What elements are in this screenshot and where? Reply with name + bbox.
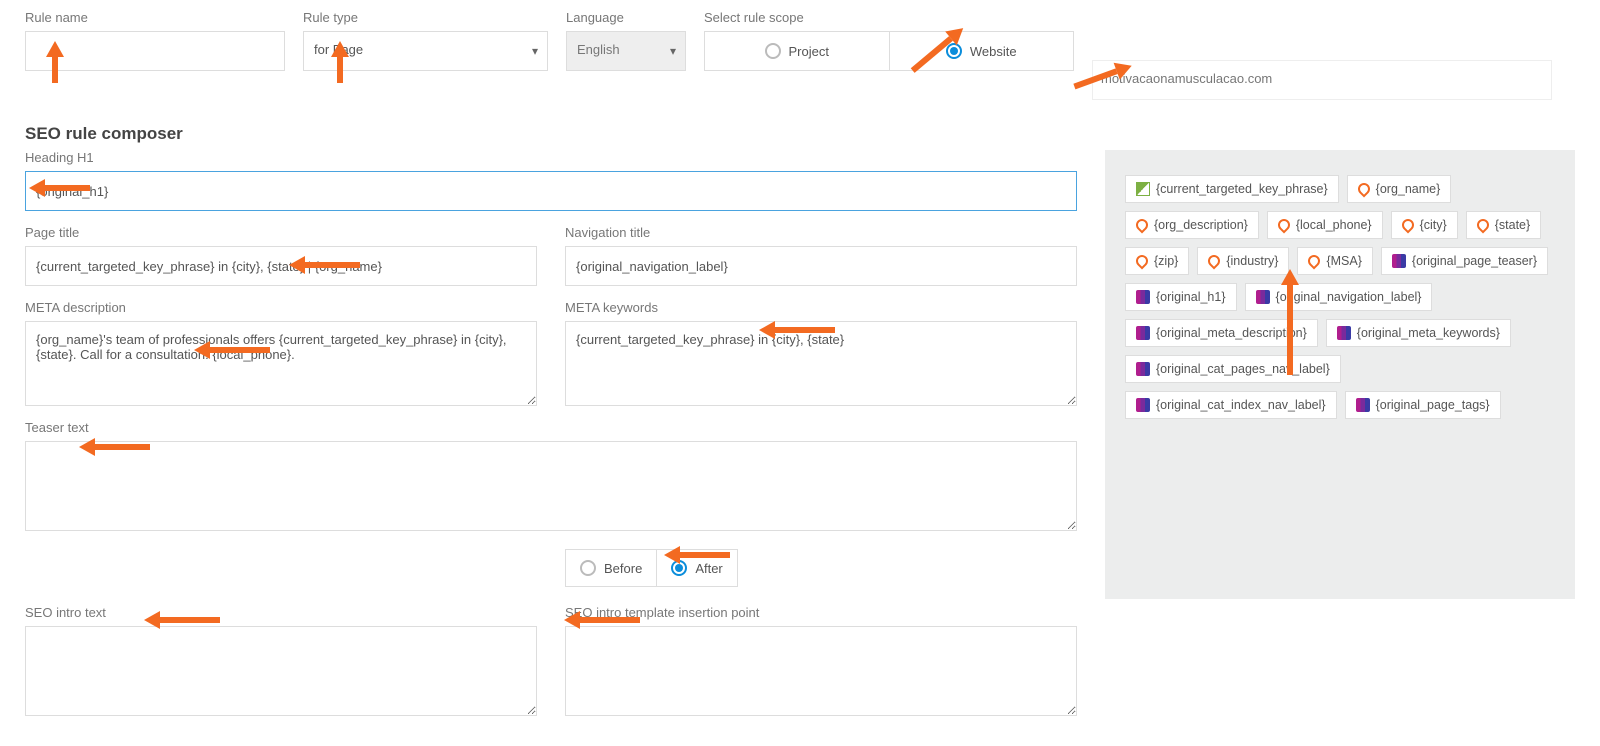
tag-token[interactable]: {industry} <box>1197 247 1289 275</box>
tag-token[interactable]: {org_description} <box>1125 211 1259 239</box>
radio-icon <box>580 560 596 576</box>
w-icon <box>1136 290 1150 304</box>
rule-type-label: Rule type <box>303 10 548 25</box>
rule-name-label: Rule name <box>25 10 285 25</box>
tag-token[interactable]: {state} <box>1466 211 1541 239</box>
tag-label: {original_navigation_label} <box>1276 290 1422 304</box>
domain-display: motivacaonamusculacao.com <box>1092 60 1552 100</box>
heading-h1-input[interactable] <box>25 171 1077 211</box>
meta-desc-input[interactable] <box>25 321 537 406</box>
rule-name-input[interactable] <box>25 31 285 71</box>
seo-intro-tpl-label: SEO intro template insertion point <box>565 605 1077 620</box>
teaser-label: Teaser text <box>25 420 1077 435</box>
w-icon <box>1136 326 1150 340</box>
meta-kw-input[interactable] <box>565 321 1077 406</box>
language-label: Language <box>566 10 686 25</box>
after-option[interactable]: After <box>656 550 736 586</box>
tag-label: {original_page_tags} <box>1376 398 1490 412</box>
scope-project[interactable]: Project <box>705 32 889 70</box>
section-title: SEO rule composer <box>25 124 1575 144</box>
meta-kw-label: META keywords <box>565 300 1077 315</box>
tag-token[interactable]: {original_cat_index_nav_label} <box>1125 391 1337 419</box>
seo-intro-tpl-input[interactable] <box>565 626 1077 716</box>
w-icon <box>1337 326 1351 340</box>
flag-icon <box>1136 182 1150 196</box>
meta-desc-label: META description <box>25 300 537 315</box>
scope-label: Select rule scope <box>704 10 1074 25</box>
tag-token[interactable]: {zip} <box>1125 247 1189 275</box>
tag-label: {local_phone} <box>1296 218 1372 232</box>
tag-token[interactable]: {current_targeted_key_phrase} <box>1125 175 1339 203</box>
rule-type-select[interactable]: for Page <box>303 31 548 71</box>
pin-icon <box>1134 217 1151 234</box>
w-icon <box>1136 362 1150 376</box>
before-label: Before <box>604 561 642 576</box>
before-after-group: Before After <box>565 549 738 587</box>
tag-label: {org_description} <box>1154 218 1248 232</box>
tag-token[interactable]: {city} <box>1391 211 1458 239</box>
tag-label: {MSA} <box>1326 254 1361 268</box>
nav-title-input[interactable] <box>565 246 1077 286</box>
tag-token[interactable]: {original_meta_keywords} <box>1326 319 1511 347</box>
radio-icon <box>671 560 687 576</box>
seo-intro-input[interactable] <box>25 626 537 716</box>
pin-icon <box>1134 253 1151 270</box>
tag-label: {original_meta_keywords} <box>1357 326 1500 340</box>
w-icon <box>1392 254 1406 268</box>
scope-project-label: Project <box>789 44 829 59</box>
scope-website[interactable]: Website <box>889 32 1074 70</box>
tag-label: {state} <box>1495 218 1530 232</box>
w-icon <box>1256 290 1270 304</box>
page-title-label: Page title <box>25 225 537 240</box>
radio-icon <box>765 43 781 59</box>
scope-website-label: Website <box>970 44 1017 59</box>
pin-icon <box>1474 217 1491 234</box>
tag-label: {original_meta_description} <box>1156 326 1307 340</box>
tag-label: {org_name} <box>1376 182 1441 196</box>
pin-icon <box>1275 217 1292 234</box>
page-title-input[interactable] <box>25 246 537 286</box>
tag-label: {current_targeted_key_phrase} <box>1156 182 1328 196</box>
language-select: English <box>566 31 686 71</box>
w-icon <box>1136 398 1150 412</box>
after-label: After <box>695 561 722 576</box>
tag-token[interactable]: {original_meta_description} <box>1125 319 1318 347</box>
tag-token[interactable]: {original_navigation_label} <box>1245 283 1433 311</box>
pin-icon <box>1399 217 1416 234</box>
tag-token[interactable]: {original_h1} <box>1125 283 1237 311</box>
tag-label: {original_page_teaser} <box>1412 254 1537 268</box>
tag-label: {city} <box>1420 218 1447 232</box>
nav-title-label: Navigation title <box>565 225 1077 240</box>
pin-icon <box>1355 181 1372 198</box>
tag-label: {original_cat_index_nav_label} <box>1156 398 1326 412</box>
before-option[interactable]: Before <box>566 550 656 586</box>
tag-token[interactable]: {original_page_teaser} <box>1381 247 1548 275</box>
tag-token[interactable]: {MSA} <box>1297 247 1372 275</box>
scope-group: Project Website <box>704 31 1074 71</box>
teaser-input[interactable] <box>25 441 1077 531</box>
tag-label: {original_cat_pages_nav_label} <box>1156 362 1330 376</box>
heading-h1-label: Heading H1 <box>25 150 1077 165</box>
tag-token[interactable]: {org_name} <box>1347 175 1452 203</box>
w-icon <box>1356 398 1370 412</box>
tag-label: {zip} <box>1154 254 1178 268</box>
tag-token[interactable]: {original_cat_pages_nav_label} <box>1125 355 1341 383</box>
tag-label: {original_h1} <box>1156 290 1226 304</box>
tag-panel: {current_targeted_key_phrase} {org_name} {… <box>1105 150 1575 599</box>
tag-token[interactable]: {original_page_tags} <box>1345 391 1501 419</box>
radio-icon <box>946 43 962 59</box>
tag-label: {industry} <box>1226 254 1278 268</box>
pin-icon <box>1206 253 1223 270</box>
pin-icon <box>1306 253 1323 270</box>
tag-token[interactable]: {local_phone} <box>1267 211 1383 239</box>
seo-intro-label: SEO intro text <box>25 605 537 620</box>
